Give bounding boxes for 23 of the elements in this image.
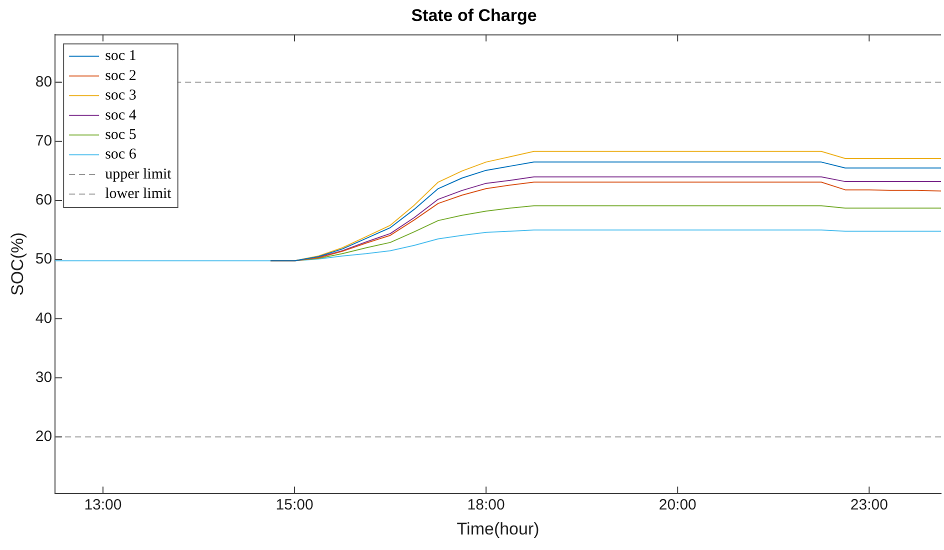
y-tick-label: 30 [35,368,52,386]
x-tick-label: 23:00 [850,496,888,514]
legend-label: upper limit [105,166,172,182]
x-tick-label: 13:00 [84,496,122,514]
y-tick-label: 40 [35,310,52,327]
legend-label: soc 6 [105,146,137,163]
y-tick-label: 60 [35,192,52,209]
legend-label: soc 5 [105,126,136,143]
legend-label: soc 2 [105,68,136,84]
y-tick-label: 20 [35,428,52,446]
y-tick-label: 50 [35,250,52,268]
legend-label: soc 1 [105,48,136,64]
y-tick-label: 80 [35,73,52,90]
x-tick-label: 15:00 [276,496,314,514]
y-axis-title: SOC(%) [8,232,27,296]
x-tick-label: 20:00 [658,496,696,514]
legend-label: soc 3 [105,88,136,104]
x-tick-label: 18:00 [467,496,505,514]
legend-label: soc 4 [105,107,137,124]
legend-label: lower limit [105,186,172,202]
chart-title: State of Charge [411,6,537,25]
y-tick-label: 70 [35,132,52,150]
x-axis-title: Time(hour) [456,519,540,538]
